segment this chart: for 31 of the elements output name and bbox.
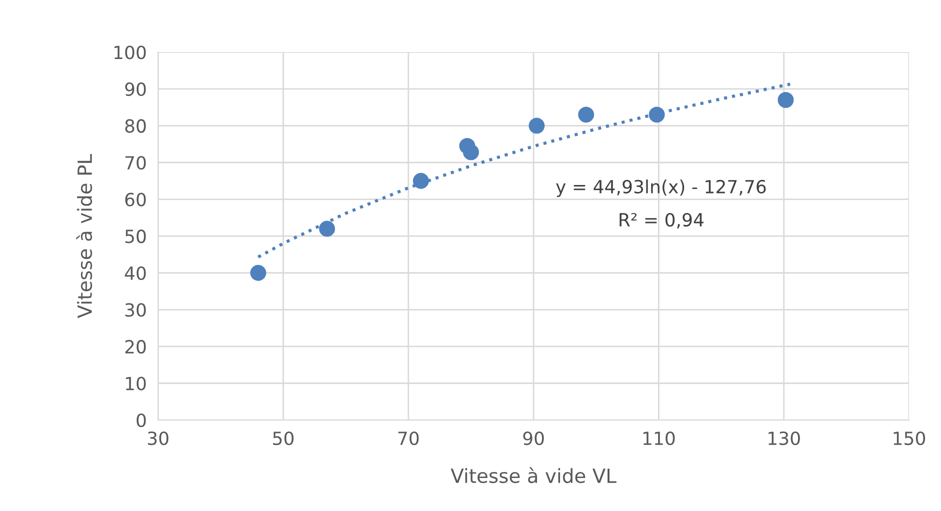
point [648, 106, 665, 123]
x-tick-label: 70 [398, 431, 419, 446]
y-tick-label: 90 [125, 82, 146, 96]
y-tick-label: 60 [125, 192, 146, 206]
point [250, 264, 266, 281]
point [319, 220, 336, 237]
x-tick-label: 110 [643, 431, 675, 446]
y-tick-label: 50 [125, 230, 146, 244]
annotation: y = 44,93ln(x) - 127,76 [556, 180, 766, 197]
point [778, 92, 794, 108]
y-tick-label: 80 [125, 119, 146, 133]
y-tick-label: 10 [126, 376, 146, 390]
x-tick-label: 150 [894, 431, 926, 446]
x-tick-label: 30 [148, 431, 168, 446]
point [528, 118, 545, 134]
x-axis-title: Vitesse à vide VL [450, 467, 616, 484]
y-tick-label: 30 [125, 303, 146, 317]
x-tick-label: 130 [768, 431, 800, 446]
point [578, 106, 594, 123]
x-tick-label: 90 [523, 431, 544, 446]
point [412, 172, 429, 189]
y-tick-label: 70 [125, 156, 146, 170]
y-tick-label: 20 [125, 340, 146, 354]
line-series [256, 82, 792, 259]
y-tick-label: 100 [114, 46, 146, 60]
y-tick-label: 0 [136, 414, 146, 428]
point [462, 144, 479, 160]
annotation: R² = 0,94 [620, 212, 704, 228]
y-axis-title: Vitesse à vide PL [76, 154, 92, 318]
y-tick-label: 40 [124, 266, 146, 280]
x-tick-label: 50 [273, 431, 294, 446]
